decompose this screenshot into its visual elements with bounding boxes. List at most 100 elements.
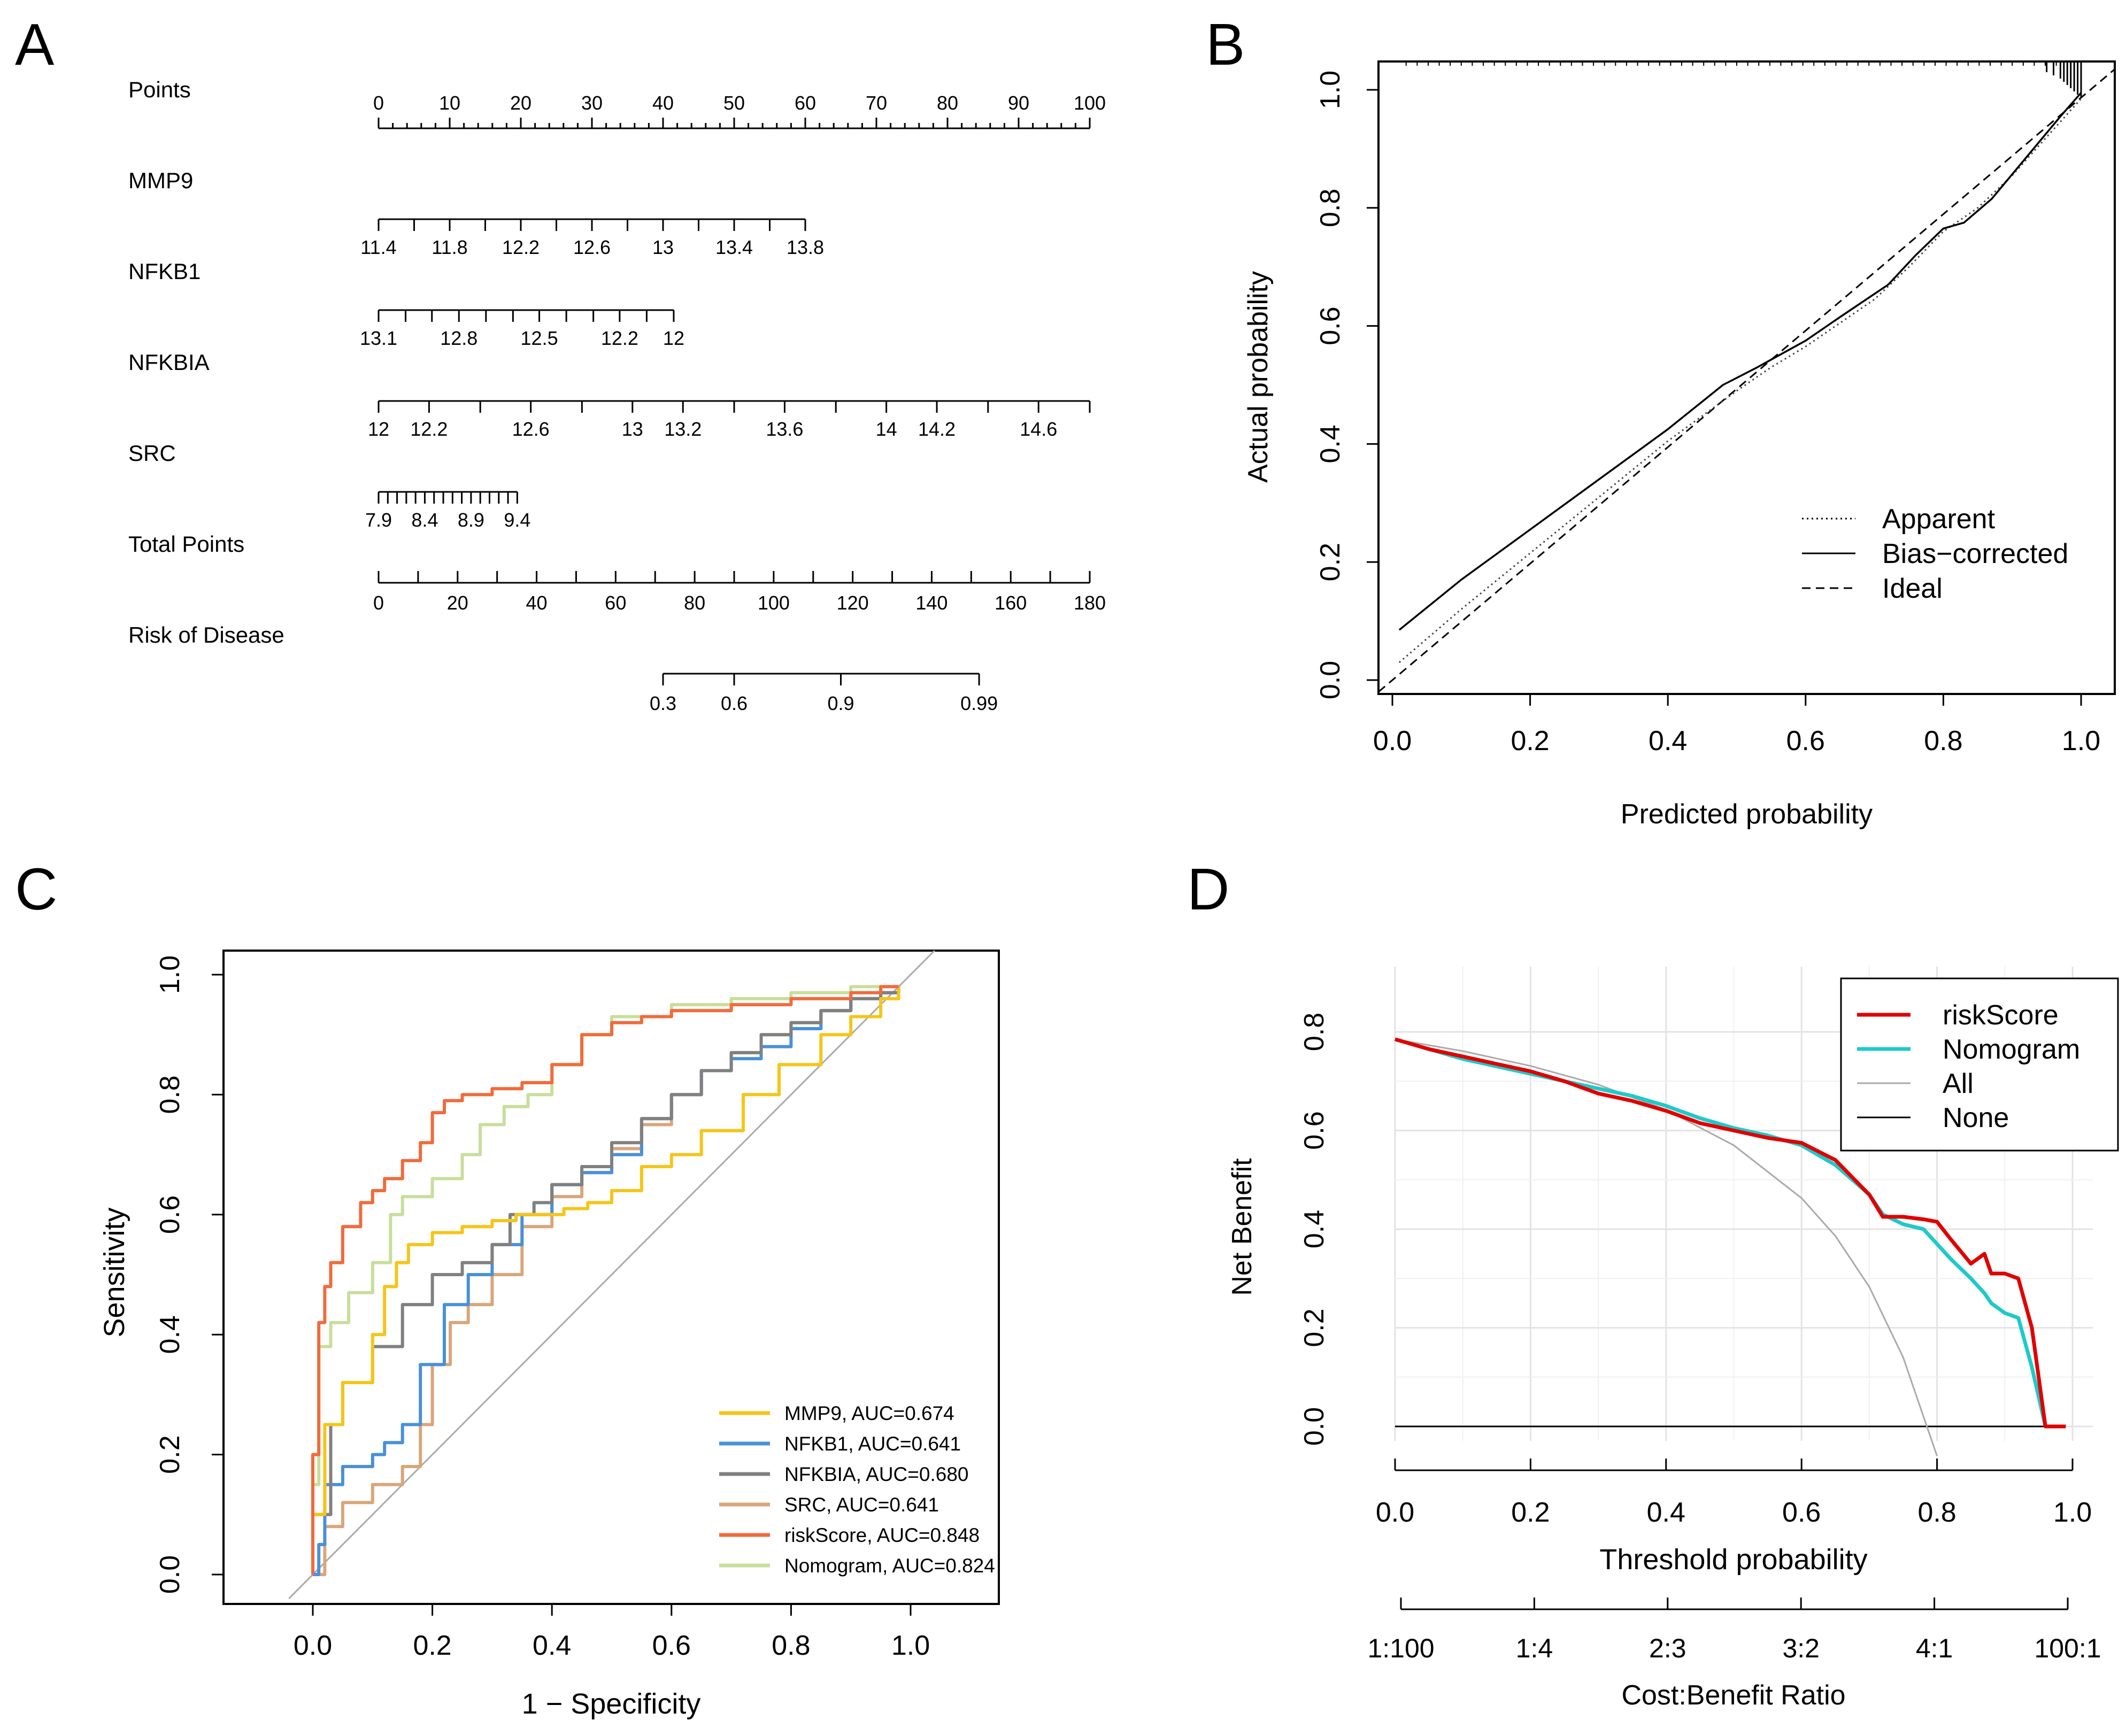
tick-label-points: 10	[439, 92, 460, 114]
tick-label-mmp9: 11.4	[360, 236, 396, 258]
legend-label-mmp9: MMP9, AUC=0.674	[784, 1402, 954, 1424]
tick-label-mmp9: 13.8	[787, 236, 824, 258]
legend-label-apparent: Apparent	[1882, 504, 1996, 535]
series-riskscore	[1395, 1037, 2066, 1429]
x-tick-label: 0.2	[1511, 1497, 1550, 1528]
row-label-risk-of-disease: Risk of Disease	[128, 622, 284, 647]
y-axis-title: Sensitivity	[98, 1207, 130, 1337]
tick-label-total-points: 40	[526, 592, 548, 614]
x-tick-label: 0.6	[652, 1630, 691, 1661]
x-axis-title: 1 − Specificity	[522, 1688, 701, 1720]
tick-label-total-points: 60	[605, 592, 626, 614]
tick-label-risk-of-disease: 0.6	[721, 692, 748, 714]
tick-label-points: 0	[373, 92, 384, 114]
y-tick-label: 0.6	[155, 1195, 186, 1234]
legend-label-nfkb1: NFKB1, AUC=0.641	[784, 1433, 961, 1455]
calibration-chart: 0.0 0.2 0.4 0.6 0.8 1.0 0.0 0.2 0.4 0.6 0.8 1.0 Pred…	[1243, 60, 2116, 830]
tick-label-nfkb1: 12.5	[521, 327, 558, 349]
tick-label-mmp9: 11.8	[432, 236, 467, 258]
x-tick-label: 0.6	[1786, 726, 1825, 757]
y-tick-label: 0.8	[1299, 1013, 1330, 1051]
tick-label-nfkb1: 12.8	[440, 327, 477, 349]
y-tick-label: 0.2	[1315, 543, 1346, 581]
panel-a: A Points 0 10 20 30 40 50 60 70 80 90 100 MMP9 11.4 11…	[0, 0, 1139, 802]
legend-label-nfkbia: NFKBIA, AUC=0.680	[784, 1463, 968, 1485]
panel-c-label: C	[15, 857, 58, 922]
y-tick-label: 0.8	[155, 1075, 186, 1114]
tick-label-risk-of-disease: 0.3	[650, 692, 676, 714]
legend-box	[1840, 977, 2119, 1152]
tick-label-mmp9: 12.2	[502, 236, 540, 258]
y-tick-label: 0.2	[1299, 1308, 1330, 1347]
tick-label-points: 80	[937, 92, 958, 114]
tick-label-nfkb1: 12.2	[601, 327, 638, 349]
row-label-nfkb1: NFKB1	[128, 259, 201, 284]
decision-curve-chart: 0.0 0.2 0.4 0.6 0.8 Net Benefit 0.0 0.2 0.4 0.6 0.…	[1227, 967, 2119, 1711]
legend-label-bias-corrected: Bias−corrected	[1882, 538, 2068, 569]
row-label-nfkbia: NFKBIA	[128, 350, 210, 375]
secondary-tick-label: 1:4	[1516, 1633, 1553, 1663]
roc-curve-mmp9	[311, 986, 900, 1575]
tick-label-points: 50	[723, 92, 745, 114]
tick-label-nfkbia: 12.2	[410, 418, 448, 440]
tick-label-total-points: 0	[373, 592, 384, 614]
series-ideal	[1378, 68, 2115, 693]
roc-curve-riskscore	[311, 985, 899, 1575]
row-label-points: Points	[128, 77, 191, 102]
tick-label-risk-of-disease: 0.99	[960, 692, 998, 714]
tick-label-points: 60	[795, 92, 816, 114]
roc-chart: 0.0 0.2 0.4 0.6 0.8 1.0 0.0 0.2 0.4 0.6 0.8 1.0 1 − …	[98, 950, 1000, 1720]
secondary-tick-label: 3:2	[1782, 1633, 1820, 1663]
tick-label-points: 20	[510, 92, 532, 114]
tick-label-nfkbia: 12	[368, 418, 389, 440]
legend-label-nomogram: Nomogram, AUC=0.824	[784, 1555, 995, 1577]
legend-label-riskscore: riskScore	[1943, 1000, 2059, 1031]
tick-label-nfkbia: 12.6	[512, 418, 550, 440]
x-tick-label: 0.8	[772, 1630, 810, 1661]
tick-label-src: 8.9	[458, 509, 484, 531]
y-tick-label: 0.0	[155, 1555, 186, 1594]
secondary-tick-label: 100:1	[2034, 1633, 2101, 1663]
y-tick-label: 0.8	[1315, 189, 1346, 227]
x-tick-label: 1.0	[2062, 726, 2100, 757]
y-axis-title: Net Benefit	[1227, 1158, 1258, 1296]
tick-label-points: 100	[1074, 92, 1106, 114]
legend-label-src: SRC, AUC=0.641	[784, 1494, 939, 1516]
tick-label-nfkbia: 14	[876, 418, 897, 440]
secondary-axis-title: Cost:Benefit Ratio	[1621, 1680, 1845, 1711]
x-tick-label: 0.6	[1782, 1497, 1821, 1528]
x-tick-label: 1.0	[891, 1630, 930, 1661]
legend-label-none: None	[1943, 1102, 2009, 1133]
panel-b-label: B	[1206, 12, 1245, 78]
tick-label-points: 90	[1008, 92, 1029, 114]
tick-label-points: 40	[652, 92, 674, 114]
roc-curve-nfkbia	[311, 986, 900, 1575]
tick-label-mmp9: 13	[652, 236, 674, 258]
series-all	[1395, 1038, 1938, 1456]
tick-label-total-points: 80	[684, 592, 705, 614]
tick-label-total-points: 180	[1074, 592, 1106, 614]
legend-label-ideal: Ideal	[1882, 573, 1943, 604]
row-label-total-points: Total Points	[128, 531, 244, 557]
legend-label-all: All	[1943, 1068, 1974, 1099]
x-tick-label: 0.4	[1647, 1497, 1685, 1528]
nomogram-chart: Points 0 10 20 30 40 50 60 70 80 90 100 MMP9 11.4 11.8…	[128, 77, 1106, 714]
plot-frame	[1377, 60, 2116, 695]
tick-label-mmp9: 13.4	[715, 236, 753, 258]
x-tick-label: 0.0	[1373, 726, 1412, 757]
x-tick-label: 0.2	[1511, 726, 1549, 757]
x-tick-label: 1.0	[2053, 1497, 2092, 1528]
legend-label-riskscore: riskScore, AUC=0.848	[784, 1524, 980, 1546]
panel-b: B 0.0 0.2 0.4 0.6 0.8 1.0 0.0 0.2 0.4 0.6 0.8 1.0 Pr…	[1139, 0, 2126, 855]
tick-label-points: 70	[866, 92, 887, 114]
tick-label-nfkbia: 13	[622, 418, 643, 440]
y-tick-label: 0.2	[155, 1435, 186, 1473]
tick-label-mmp9: 12.6	[573, 236, 611, 258]
tick-label-nfkbia: 13.2	[664, 418, 702, 440]
x-tick-label: 0.2	[413, 1630, 451, 1661]
x-tick-label: 0.0	[1376, 1497, 1414, 1528]
series-apparent	[1398, 98, 2082, 663]
tick-label-src: 7.9	[365, 509, 392, 531]
y-tick-label: 0.4	[1299, 1210, 1330, 1248]
y-tick-label: 1.0	[1315, 71, 1346, 109]
